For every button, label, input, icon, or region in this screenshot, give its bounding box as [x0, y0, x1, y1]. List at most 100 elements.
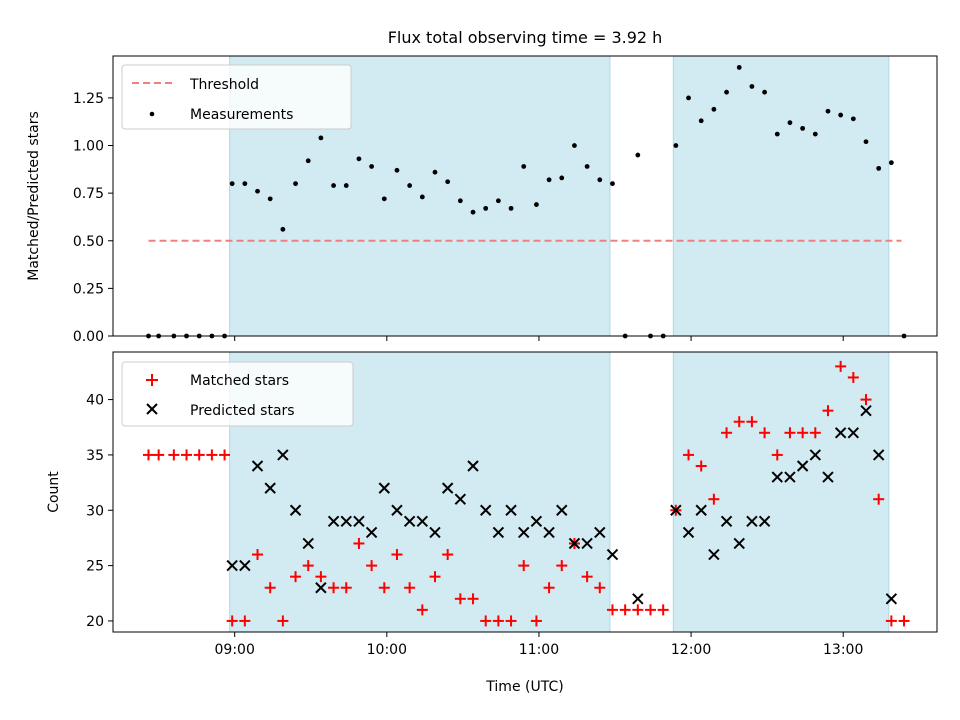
chart-title: Flux total observing time = 3.92 h [388, 28, 663, 47]
predicted-star-marker [746, 515, 758, 528]
predicted-star-marker [568, 537, 581, 550]
predicted-star-marker [784, 471, 796, 483]
predicted-star-marker [594, 526, 606, 539]
measurement-point [457, 198, 463, 204]
predicted-star-marker [226, 559, 238, 572]
matched-star-marker [454, 593, 466, 605]
predicted-star-marker [670, 504, 682, 516]
x-axis-label: Time (UTC) [485, 679, 563, 695]
matched-star-marker [581, 571, 593, 583]
predicted-star-marker [834, 427, 847, 439]
predicted-star-marker [530, 515, 543, 528]
y-tick-label: 30 [86, 503, 104, 519]
predicted-star-marker [467, 460, 479, 472]
measurement-point [711, 106, 717, 112]
measurement-point [584, 164, 590, 169]
top-y-axis-label: Matched/Predicted stars [26, 111, 42, 281]
measurement-point [508, 205, 514, 211]
matched-star-marker [302, 560, 314, 572]
predicted-star-marker [365, 526, 378, 539]
matched-star-marker [771, 449, 783, 461]
predicted-star-marker [277, 449, 289, 461]
matched-star-marker [556, 560, 568, 572]
predicted-star-marker [581, 537, 593, 550]
predicted-star-marker [302, 537, 314, 550]
measurement-point [445, 179, 451, 185]
measurement-point [432, 169, 438, 175]
x-tick-label: 09:00 [215, 642, 255, 658]
predicted-star-marker [822, 471, 834, 483]
measurement-point [293, 181, 298, 187]
measurement-point [825, 108, 831, 114]
predicted-star-marker [682, 526, 695, 539]
x-tick-label: 11:00 [519, 642, 559, 658]
y-tick-label: 1.00 [73, 139, 104, 155]
measurement-point [597, 177, 603, 183]
matched-star-marker [683, 449, 695, 461]
observing-window-2 [672, 351, 890, 633]
predicted-star-marker [758, 515, 771, 528]
measurement-point [774, 131, 780, 137]
predicted-star-marker [872, 449, 885, 461]
matched-star-marker [181, 449, 193, 461]
measurement-point [736, 65, 742, 70]
x-tick-label: 10:00 [367, 642, 407, 658]
bottom-y-axis-label: Count [46, 471, 62, 513]
measurement-point [724, 89, 729, 95]
matched-star-marker [835, 360, 847, 372]
predicted-star-marker [556, 504, 568, 516]
matched-star-marker [226, 615, 238, 627]
measurement-point [242, 181, 248, 187]
measurement-point [394, 167, 400, 173]
matched-star-marker [873, 493, 885, 505]
bottom-y-ticks: 20 25 30 35 40 [86, 393, 113, 630]
predicted-star-marker [505, 504, 517, 516]
matched-star-marker [733, 416, 745, 428]
predicted-star-marker [885, 593, 898, 605]
predicted-star-marker [340, 515, 352, 528]
top-axes-frame [112, 55, 938, 337]
measurement-point [407, 183, 413, 188]
legend-measurements-label: Measurements [190, 107, 293, 123]
matched-star-marker [885, 615, 897, 627]
measurement-point [305, 158, 311, 164]
predicted-star-marker [860, 404, 872, 417]
measurement-point [850, 116, 856, 122]
predicted-star-marker [378, 482, 390, 494]
matched-star-marker [404, 582, 416, 594]
matched-star-marker [378, 582, 390, 594]
matched-star-marker [619, 604, 631, 616]
count-panel: 20 25 30 35 40 09:00 10:00 11:00 12:00 13:00 Cou… [46, 351, 938, 695]
measurement-point [800, 125, 806, 131]
matched-star-marker [416, 604, 428, 616]
predicted-star-marker [353, 515, 365, 528]
predicted-star-marker [454, 493, 467, 505]
measurement-point [698, 118, 704, 124]
matched-star-marker [442, 549, 454, 561]
predicted-star-marker [416, 515, 429, 528]
predicted-star-marker [315, 582, 327, 594]
matched-star-marker [898, 615, 910, 627]
measurement-point [229, 181, 235, 187]
predicted-star-marker [327, 515, 340, 528]
matched-star-marker [860, 394, 872, 406]
matched-star-marker [632, 604, 644, 616]
measurement-point [546, 177, 552, 183]
predicted-star-marker [771, 471, 783, 483]
predicted-star-marker [429, 526, 441, 539]
matched-star-marker [530, 615, 542, 627]
matched-star-marker [264, 582, 276, 594]
matched-star-marker [391, 549, 403, 561]
measurement-point [356, 156, 362, 162]
predicted-star-marker [733, 537, 745, 550]
legend-threshold-label: Threshold [189, 77, 259, 93]
top-legend-box [121, 64, 352, 130]
predicted-star-marker [441, 482, 454, 494]
matched-star-marker [153, 449, 165, 461]
predicted-star-marker [695, 504, 707, 516]
measurement-point [381, 196, 387, 202]
predicted-star-marker [251, 460, 264, 472]
legend-matched-swatch [146, 374, 158, 386]
measurement-point [495, 198, 501, 204]
